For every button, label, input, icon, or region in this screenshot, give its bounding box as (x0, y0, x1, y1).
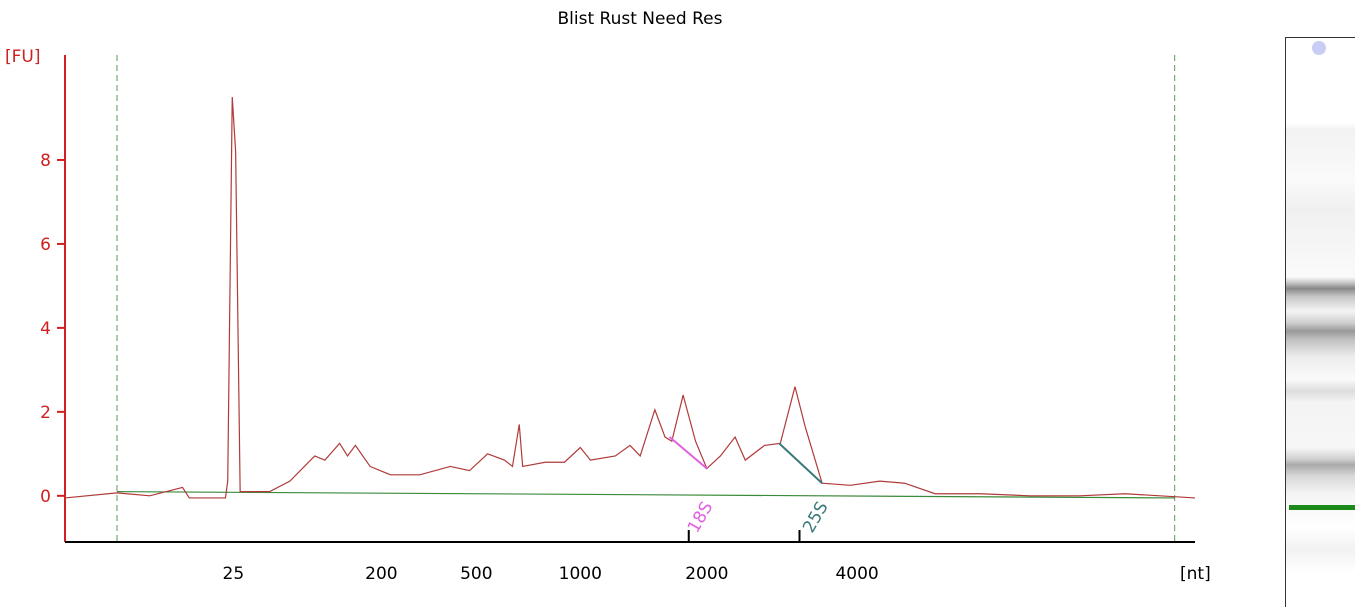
y-tick-label: 4 (40, 319, 51, 339)
x-tick-label: 500 (460, 564, 492, 584)
y-tick-label: 6 (40, 235, 51, 255)
peak-marker (778, 442, 823, 484)
x-tick-label: 2000 (685, 564, 728, 584)
x-axis-label: [nt] (1180, 564, 1211, 584)
y-tick-label: 8 (40, 151, 51, 171)
lane-icon (1312, 41, 1326, 55)
x-tick-label: 1000 (559, 564, 602, 584)
x-tick-label: 25 (223, 564, 245, 584)
x-tick-label: 200 (365, 564, 397, 584)
y-tick-label: 0 (40, 487, 51, 507)
chart: Blist Rust Need Res [FU] [nt] 0 2 4 6 8 25 200… (5, 9, 1211, 584)
peak-marker (668, 436, 708, 470)
y-axis-label: [FU] (5, 47, 41, 67)
trace (64, 96, 1196, 499)
gel-lane (1285, 37, 1355, 607)
x-tick-label: 4000 (835, 564, 878, 584)
baseline (116, 491, 1175, 499)
chart-title: Blist Rust Need Res (558, 9, 723, 29)
y-tick-label: 2 (40, 403, 51, 423)
marker-band (1289, 505, 1355, 510)
peak-label: 25S (799, 498, 833, 536)
